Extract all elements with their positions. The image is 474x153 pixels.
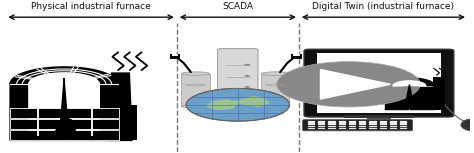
Bar bbox=[353, 120, 405, 123]
Bar bbox=[338, 128, 346, 129]
Bar bbox=[308, 123, 315, 125]
Bar bbox=[369, 128, 377, 129]
Bar bbox=[380, 126, 387, 127]
Polygon shape bbox=[109, 73, 132, 140]
Bar bbox=[261, 74, 290, 106]
Bar bbox=[328, 121, 336, 123]
Bar bbox=[433, 76, 445, 110]
Ellipse shape bbox=[461, 119, 474, 131]
Bar bbox=[338, 123, 346, 125]
Bar bbox=[293, 54, 300, 56]
Bar bbox=[349, 123, 356, 125]
Polygon shape bbox=[54, 80, 74, 139]
Bar bbox=[10, 119, 37, 129]
Circle shape bbox=[245, 97, 250, 99]
Bar bbox=[92, 108, 119, 118]
Bar bbox=[383, 86, 410, 110]
Text: SCADA: SCADA bbox=[222, 2, 253, 11]
Bar bbox=[380, 121, 387, 123]
FancyBboxPatch shape bbox=[302, 120, 412, 131]
Ellipse shape bbox=[182, 72, 210, 75]
Bar bbox=[400, 126, 408, 127]
Bar bbox=[390, 123, 397, 125]
Bar bbox=[400, 121, 408, 123]
Bar bbox=[64, 108, 91, 118]
Bar bbox=[318, 123, 326, 125]
Bar bbox=[38, 119, 65, 129]
Bar bbox=[390, 128, 397, 129]
Bar bbox=[10, 108, 37, 118]
Bar bbox=[318, 121, 326, 123]
Bar bbox=[349, 128, 356, 129]
Polygon shape bbox=[29, 73, 100, 138]
Circle shape bbox=[245, 75, 250, 77]
Polygon shape bbox=[383, 78, 435, 86]
Polygon shape bbox=[320, 70, 391, 99]
Polygon shape bbox=[405, 85, 414, 108]
Bar bbox=[10, 130, 37, 140]
Bar bbox=[369, 126, 377, 127]
Polygon shape bbox=[10, 67, 118, 140]
FancyBboxPatch shape bbox=[218, 49, 258, 107]
Bar bbox=[292, 54, 301, 59]
Bar bbox=[359, 121, 366, 123]
Bar bbox=[64, 130, 91, 140]
Bar bbox=[308, 126, 315, 127]
Circle shape bbox=[186, 88, 290, 121]
Polygon shape bbox=[393, 81, 426, 86]
Bar bbox=[380, 128, 387, 129]
Bar bbox=[64, 119, 91, 129]
Text: Digital Twin (industrial furnace): Digital Twin (industrial furnace) bbox=[312, 2, 455, 11]
Bar bbox=[359, 128, 366, 129]
Bar bbox=[318, 126, 326, 127]
Bar bbox=[29, 136, 100, 140]
Bar bbox=[338, 121, 346, 123]
Polygon shape bbox=[207, 100, 238, 110]
Bar bbox=[349, 126, 356, 127]
Bar bbox=[328, 126, 336, 127]
Bar bbox=[317, 53, 441, 113]
Bar bbox=[92, 130, 119, 140]
Bar bbox=[390, 126, 397, 127]
Bar bbox=[92, 105, 137, 140]
Bar bbox=[472, 121, 474, 123]
Bar bbox=[328, 128, 336, 129]
Bar bbox=[92, 119, 119, 129]
Bar bbox=[38, 108, 65, 118]
Bar bbox=[390, 121, 397, 123]
Bar bbox=[400, 123, 408, 125]
Bar bbox=[328, 123, 336, 125]
Bar bbox=[400, 128, 408, 129]
Ellipse shape bbox=[261, 104, 290, 108]
Bar bbox=[308, 128, 315, 129]
Bar bbox=[380, 123, 387, 125]
Bar bbox=[369, 121, 377, 123]
Bar bbox=[410, 86, 435, 110]
Circle shape bbox=[245, 64, 250, 66]
Bar bbox=[308, 121, 315, 123]
Bar bbox=[172, 54, 178, 56]
Bar bbox=[338, 126, 346, 127]
Bar bbox=[344, 115, 413, 118]
Bar bbox=[369, 123, 377, 125]
Ellipse shape bbox=[261, 72, 290, 75]
Circle shape bbox=[245, 86, 250, 88]
Bar bbox=[38, 130, 65, 140]
Bar bbox=[170, 54, 180, 59]
Polygon shape bbox=[64, 78, 76, 136]
Bar bbox=[359, 123, 366, 125]
Polygon shape bbox=[233, 97, 269, 106]
Text: Physical industrial furnace: Physical industrial furnace bbox=[31, 2, 151, 11]
Bar bbox=[100, 96, 126, 105]
Bar bbox=[367, 115, 391, 120]
Bar bbox=[359, 126, 366, 127]
Circle shape bbox=[277, 62, 420, 107]
Bar bbox=[349, 121, 356, 123]
Bar bbox=[318, 128, 326, 129]
Ellipse shape bbox=[182, 104, 210, 108]
Bar bbox=[182, 74, 210, 106]
FancyBboxPatch shape bbox=[304, 49, 454, 117]
